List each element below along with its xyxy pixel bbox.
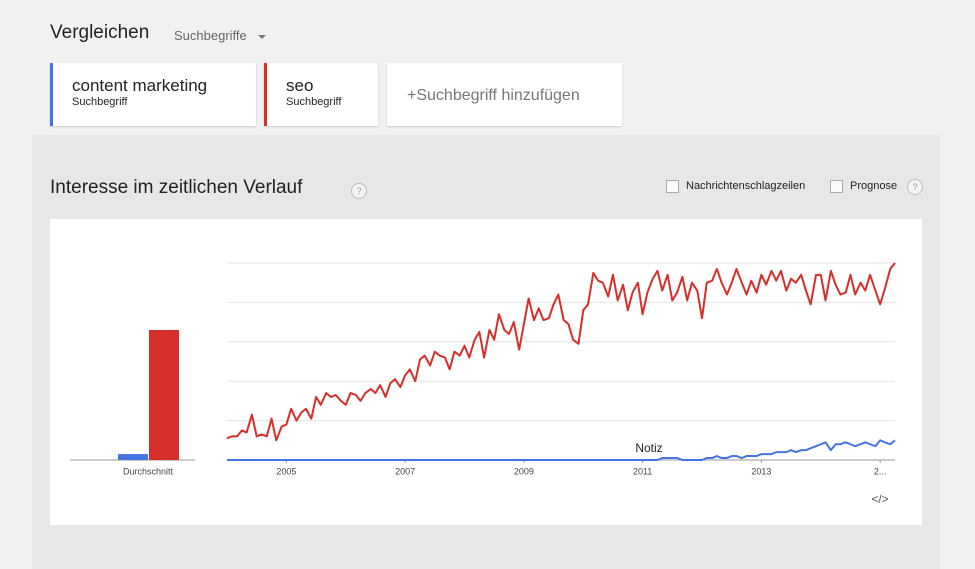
checkbox[interactable]: [666, 180, 679, 193]
help-icon[interactable]: ?: [351, 183, 367, 199]
x-tick-label: 2...: [874, 466, 887, 476]
term-type: Suchbegriff: [286, 96, 342, 108]
average-bar: [118, 454, 148, 460]
x-tick-label: 2009: [514, 466, 534, 476]
add-term[interactable]: +Suchbegriff hinzufügen: [387, 63, 622, 126]
option-label: Prognose: [850, 180, 898, 192]
add-term-label: +Suchbegriff hinzufügen: [407, 87, 580, 104]
annotation: Notiz: [635, 441, 662, 455]
x-tick-label: 2011: [633, 466, 652, 476]
section-title: Interesse im zeitlichen Verlauf: [50, 177, 303, 198]
x-tick-label: 2013: [751, 466, 771, 476]
page-title: Vergleichen: [50, 22, 150, 43]
term-name: content marketing: [72, 76, 208, 95]
option-label: Nachrichtenschlagzeilen: [686, 180, 806, 192]
help-icon[interactable]: ?: [907, 179, 923, 195]
line: [226, 262, 896, 442]
term-name: seo: [286, 76, 314, 95]
x-tick-label: 2007: [395, 466, 415, 476]
checkbox[interactable]: [830, 180, 843, 193]
chart: </> 2005 2007 2009 2011 2013 2... Durchschnitt…: [50, 219, 922, 525]
average-label: Durchschnitt: [123, 466, 174, 476]
line: [227, 439, 896, 461]
term-card[interactable]: content marketing Suchbegriff: [50, 63, 256, 126]
x-tick-label: 2005: [276, 466, 296, 476]
dropdown-caret[interactable]: [258, 35, 266, 39]
dropdown[interactable]: Suchbegriffe: [174, 28, 247, 43]
embed-icon[interactable]: </>: [871, 492, 888, 506]
term-card[interactable]: seo Suchbegriff: [264, 63, 378, 126]
term-type: Suchbegriff: [72, 96, 128, 108]
average-bar: [149, 329, 179, 460]
